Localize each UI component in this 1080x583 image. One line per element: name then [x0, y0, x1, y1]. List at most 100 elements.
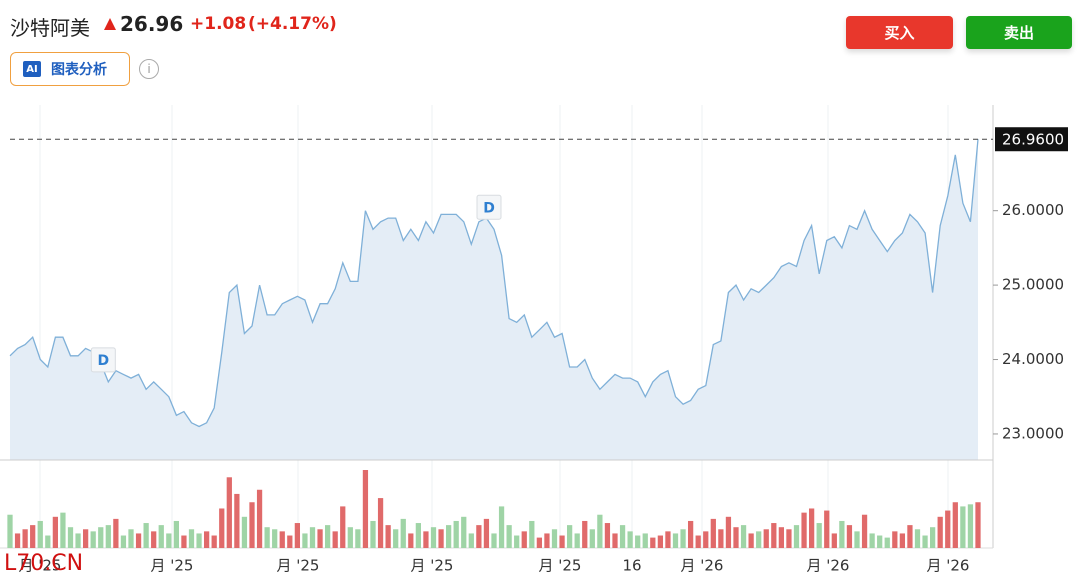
ai-badge[interactable]: AI 图表分析	[10, 52, 130, 86]
volume-bar	[589, 529, 595, 548]
volume-bar	[884, 537, 890, 548]
volume-bar	[907, 525, 913, 548]
volume-bar	[45, 535, 51, 548]
volume-bar	[521, 531, 527, 548]
volume-bar	[332, 531, 338, 548]
volume-bar	[340, 506, 346, 548]
volume-bar	[650, 537, 656, 548]
volume-bar	[309, 527, 316, 548]
ai-icon: AI	[23, 61, 41, 77]
volume-bar	[355, 529, 361, 548]
dividend-marker-label: D	[98, 353, 110, 369]
volume-bar	[824, 510, 830, 548]
volume-bar	[748, 533, 754, 548]
volume-bar	[272, 529, 278, 548]
volume-bar	[408, 533, 414, 548]
x-tick-label: 月 '25	[539, 557, 582, 575]
volume-bar	[657, 535, 664, 548]
volume-bar	[37, 520, 43, 548]
dividend-marker-label: D	[483, 200, 495, 216]
volume-bar	[960, 506, 966, 548]
up-arrow	[104, 18, 116, 30]
volume-bar	[203, 531, 210, 548]
volume-bar	[642, 533, 648, 548]
sell-button[interactable]: 卖出	[966, 16, 1072, 49]
volume-bar	[854, 531, 860, 548]
volume-bar	[952, 502, 958, 548]
buy-button[interactable]: 买入	[846, 16, 953, 49]
volume-bar	[476, 525, 482, 548]
volume-bar	[52, 516, 59, 548]
volume-bar	[559, 535, 565, 548]
volume-bar	[211, 535, 217, 548]
volume-bar	[793, 525, 800, 548]
volume-bar	[914, 529, 921, 548]
volume-bar	[113, 518, 119, 548]
volume-bar	[135, 533, 142, 548]
volume-bar	[430, 527, 437, 548]
volume-bar	[196, 533, 202, 548]
x-tick-label: 月 '26	[807, 557, 850, 575]
volume-bar	[763, 529, 769, 548]
volume-bar	[491, 533, 497, 548]
volume-bar	[317, 529, 323, 548]
volume-bar	[899, 533, 906, 548]
last-price-label: 26.9600	[1002, 131, 1064, 149]
volume-bar	[687, 520, 694, 548]
volume-bar	[710, 518, 716, 548]
volume-bar	[922, 535, 928, 548]
volume-bar	[22, 529, 28, 548]
volume-bar	[60, 512, 66, 548]
volume-bar	[945, 510, 951, 548]
volume-bar	[219, 508, 225, 548]
x-tick-label: 16	[622, 557, 641, 575]
volume-bar	[498, 506, 505, 548]
volume-bar	[718, 529, 724, 548]
volume-bar	[846, 525, 853, 548]
x-tick-label: 月 '26	[927, 557, 970, 575]
volume-bar	[393, 529, 399, 548]
volume-bar	[740, 525, 747, 548]
overlay-text: L70.CN	[4, 551, 83, 576]
volume-bar	[967, 504, 974, 548]
y-tick-label: 26.0000	[1002, 201, 1064, 219]
volume-bar	[877, 535, 883, 548]
volume-bar	[264, 527, 270, 548]
y-tick-label: 25.0000	[1002, 276, 1064, 294]
volume-bar	[816, 523, 822, 548]
volume-bar	[438, 529, 444, 548]
volume-bar	[695, 535, 701, 548]
volume-bar	[173, 520, 180, 548]
volume-bar	[234, 493, 240, 548]
info-icon[interactable]: i	[139, 59, 159, 79]
volume-bar	[483, 518, 490, 548]
volume-bar	[619, 525, 626, 548]
volume-bar	[975, 502, 981, 548]
volume-bar	[67, 527, 74, 548]
volume-bar	[377, 498, 384, 548]
volume-bar	[30, 525, 36, 548]
volume-bar	[604, 523, 611, 548]
volume-bar	[544, 533, 550, 548]
volume-bar	[869, 533, 875, 548]
x-tick-label: 月 '25	[151, 557, 194, 575]
volume-bar	[801, 512, 807, 548]
x-tick-label: 月 '25	[277, 557, 320, 575]
volume-bar	[151, 531, 157, 548]
volume-bar	[249, 502, 255, 548]
volume-bar	[347, 527, 353, 548]
volume-bar	[929, 527, 936, 548]
volume-bar	[771, 523, 777, 548]
volume-bar	[551, 529, 558, 548]
volume-bar	[105, 525, 111, 548]
volume-bar	[241, 516, 248, 548]
x-tick-label: 月 '25	[19, 557, 62, 575]
volume-bar	[415, 523, 422, 548]
x-tick-label: 月 '26	[681, 557, 724, 575]
volume-bar	[128, 529, 134, 548]
volume-bar	[7, 514, 13, 548]
volume-bar	[385, 525, 391, 548]
volume-bar	[597, 514, 603, 548]
volume-bar	[514, 535, 520, 548]
